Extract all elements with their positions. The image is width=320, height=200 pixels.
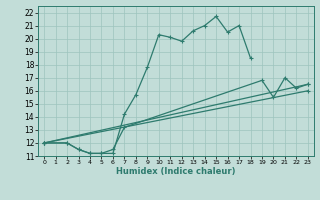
X-axis label: Humidex (Indice chaleur): Humidex (Indice chaleur) (116, 167, 236, 176)
